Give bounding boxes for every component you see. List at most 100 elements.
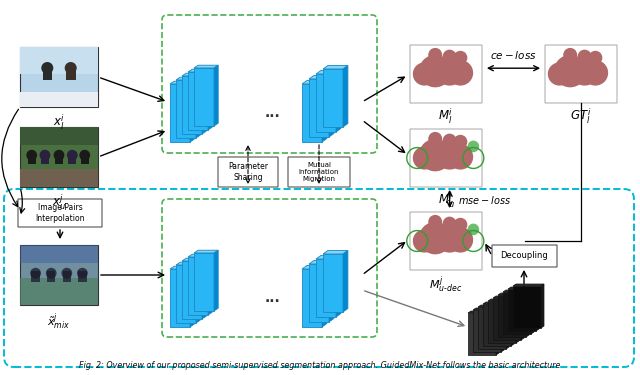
Text: $M_u^j$: $M_u^j$ bbox=[438, 191, 454, 210]
Polygon shape bbox=[302, 81, 327, 84]
Polygon shape bbox=[188, 72, 208, 130]
Polygon shape bbox=[323, 69, 343, 127]
Polygon shape bbox=[190, 81, 194, 142]
Polygon shape bbox=[309, 75, 334, 79]
Polygon shape bbox=[196, 77, 200, 138]
Circle shape bbox=[447, 227, 473, 253]
Circle shape bbox=[588, 51, 602, 65]
Text: $\tilde{x}_{mix}^j$: $\tilde{x}_{mix}^j$ bbox=[47, 311, 70, 332]
Polygon shape bbox=[323, 66, 348, 69]
FancyBboxPatch shape bbox=[410, 129, 482, 187]
Circle shape bbox=[428, 132, 442, 146]
Circle shape bbox=[413, 230, 436, 253]
Circle shape bbox=[443, 50, 456, 63]
Circle shape bbox=[435, 224, 464, 253]
Polygon shape bbox=[323, 251, 348, 254]
Circle shape bbox=[443, 134, 456, 147]
Polygon shape bbox=[78, 272, 86, 282]
Circle shape bbox=[453, 218, 467, 232]
Circle shape bbox=[42, 62, 53, 74]
Polygon shape bbox=[31, 272, 40, 282]
Polygon shape bbox=[336, 255, 341, 317]
Polygon shape bbox=[329, 261, 334, 322]
Text: Image Pairs
Interpolation: Image Pairs Interpolation bbox=[35, 203, 84, 223]
FancyBboxPatch shape bbox=[18, 199, 102, 227]
FancyBboxPatch shape bbox=[492, 245, 557, 267]
Polygon shape bbox=[496, 311, 499, 355]
Polygon shape bbox=[194, 68, 214, 126]
Circle shape bbox=[419, 55, 451, 87]
Polygon shape bbox=[468, 311, 499, 313]
Circle shape bbox=[468, 141, 479, 152]
Polygon shape bbox=[66, 65, 76, 80]
Polygon shape bbox=[309, 261, 334, 264]
Polygon shape bbox=[478, 305, 509, 307]
Circle shape bbox=[77, 268, 88, 279]
Polygon shape bbox=[483, 302, 514, 304]
FancyBboxPatch shape bbox=[545, 45, 617, 103]
Circle shape bbox=[428, 48, 442, 62]
Polygon shape bbox=[55, 153, 63, 164]
Circle shape bbox=[453, 135, 467, 149]
Polygon shape bbox=[316, 74, 336, 132]
Polygon shape bbox=[483, 304, 511, 346]
Circle shape bbox=[443, 217, 456, 231]
FancyBboxPatch shape bbox=[20, 245, 98, 263]
Text: Parameter
Sharing: Parameter Sharing bbox=[228, 162, 268, 182]
FancyBboxPatch shape bbox=[410, 212, 482, 270]
Polygon shape bbox=[170, 81, 194, 84]
Polygon shape bbox=[202, 73, 206, 134]
FancyBboxPatch shape bbox=[20, 245, 98, 305]
Polygon shape bbox=[498, 295, 526, 337]
Circle shape bbox=[65, 62, 77, 74]
Polygon shape bbox=[194, 250, 218, 253]
Polygon shape bbox=[521, 296, 524, 340]
Polygon shape bbox=[322, 81, 327, 142]
Circle shape bbox=[61, 268, 72, 279]
Circle shape bbox=[578, 50, 591, 63]
Polygon shape bbox=[516, 299, 519, 343]
Text: $M_{u\text{-}dec}^j$: $M_{u\text{-}dec}^j$ bbox=[429, 274, 463, 295]
Circle shape bbox=[570, 57, 599, 86]
Polygon shape bbox=[170, 84, 190, 142]
Polygon shape bbox=[343, 66, 348, 127]
Polygon shape bbox=[493, 298, 521, 340]
Polygon shape bbox=[473, 310, 501, 352]
Circle shape bbox=[428, 215, 442, 229]
Polygon shape bbox=[536, 287, 539, 331]
FancyBboxPatch shape bbox=[20, 127, 98, 187]
Polygon shape bbox=[302, 84, 322, 142]
Polygon shape bbox=[508, 287, 539, 289]
FancyBboxPatch shape bbox=[20, 278, 98, 305]
FancyBboxPatch shape bbox=[20, 47, 98, 107]
Circle shape bbox=[419, 222, 451, 254]
Text: Mutual
Information
Migration: Mutual Information Migration bbox=[299, 162, 339, 182]
Polygon shape bbox=[41, 153, 49, 164]
Polygon shape bbox=[513, 286, 541, 328]
Polygon shape bbox=[302, 269, 322, 327]
Polygon shape bbox=[182, 73, 206, 76]
Polygon shape bbox=[316, 259, 336, 317]
Polygon shape bbox=[63, 272, 71, 282]
FancyBboxPatch shape bbox=[218, 157, 278, 187]
Text: ...: ... bbox=[264, 291, 280, 305]
Circle shape bbox=[46, 268, 56, 279]
Circle shape bbox=[435, 57, 464, 86]
Text: $GT_l^i$: $GT_l^i$ bbox=[570, 107, 592, 126]
Circle shape bbox=[40, 150, 51, 160]
Polygon shape bbox=[501, 308, 504, 352]
Circle shape bbox=[453, 51, 467, 65]
Polygon shape bbox=[498, 293, 529, 295]
Circle shape bbox=[447, 144, 473, 170]
Polygon shape bbox=[478, 307, 506, 349]
Circle shape bbox=[413, 146, 436, 170]
Polygon shape bbox=[182, 261, 202, 319]
Polygon shape bbox=[323, 254, 343, 312]
Circle shape bbox=[447, 60, 473, 86]
Text: ...: ... bbox=[264, 106, 280, 120]
Polygon shape bbox=[176, 80, 196, 138]
FancyBboxPatch shape bbox=[20, 169, 98, 187]
Circle shape bbox=[419, 139, 451, 171]
FancyBboxPatch shape bbox=[410, 45, 482, 103]
Polygon shape bbox=[196, 262, 200, 323]
